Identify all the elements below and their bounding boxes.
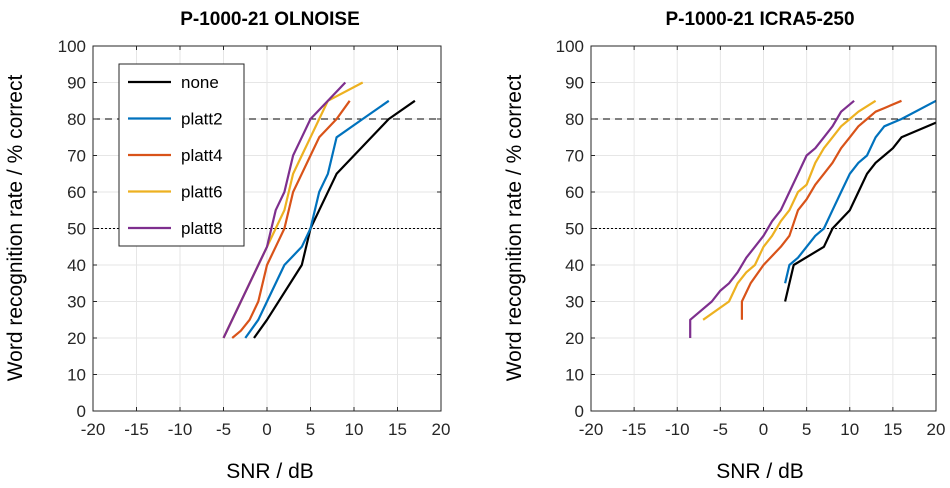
legend-label-platt4: platt4 — [181, 146, 223, 165]
legend-label-platt8: platt8 — [181, 219, 223, 238]
x-tick-label: -10 — [665, 420, 690, 439]
y-tick-label: 20 — [565, 329, 584, 348]
y-tick-label: 10 — [565, 366, 584, 385]
y-tick-label: 80 — [565, 110, 584, 129]
y-tick-label: 30 — [67, 293, 86, 312]
series-line-none — [784, 121, 937, 302]
y-tick-label: 30 — [565, 293, 584, 312]
x-tick-label: -5 — [216, 420, 231, 439]
y-tick-label: 40 — [67, 256, 86, 275]
series-line-platt8 — [222, 81, 347, 339]
y-axis-label: Word recognition rate / % correct — [4, 75, 27, 382]
x-tick-label: -10 — [168, 420, 193, 439]
x-tick-label: 15 — [388, 420, 407, 439]
plot-area: -20 -15 -10 -5 0 5 10 15 20 0 10 20 30 40 50 60 70 80 90 10… — [556, 37, 946, 439]
x-tick-label: 5 — [802, 420, 811, 439]
series-line-platt8 — [689, 99, 855, 338]
legend-label-platt6: platt6 — [181, 183, 223, 202]
chart-title: P-1000-21 OLNOISE — [180, 9, 360, 30]
y-tick-label: 60 — [565, 183, 584, 202]
x-axis-label: SNR / dB — [716, 460, 804, 483]
y-tick-label: 90 — [67, 74, 86, 93]
series-line-platt4 — [231, 100, 351, 339]
legend-label-none: none — [181, 73, 219, 92]
chart-panel-olnoise: P-1000-21 OLNOISE SNR / dB Word recognit… — [4, 9, 450, 483]
x-tick-label: -20 — [81, 420, 106, 439]
series-line-none — [253, 99, 416, 339]
x-tick-label: -15 — [622, 420, 647, 439]
x-tick-label: 15 — [883, 420, 902, 439]
y-tick-label: 50 — [565, 220, 584, 239]
x-tick-label: 10 — [345, 420, 364, 439]
y-tick-label: 80 — [67, 110, 86, 129]
chart-panel-icra5: P-1000-21 ICRA5-250 SNR / dB Word recogn… — [503, 9, 945, 483]
x-axis-label: SNR / dB — [226, 460, 314, 483]
x-tick-label: 20 — [432, 420, 451, 439]
y-tick-label: 90 — [565, 74, 584, 93]
plot-area: -20 -15 -10 -5 0 5 10 15 20 0 10 20 30 40 50 60 70 80 90 10… — [58, 37, 451, 439]
y-tick-label: 70 — [67, 147, 86, 166]
legend-label-platt2: platt2 — [181, 110, 223, 129]
x-tick-label: 5 — [306, 420, 315, 439]
y-tick-label: 50 — [67, 220, 86, 239]
series-line-platt2 — [244, 99, 390, 339]
y-tick-label: 100 — [556, 37, 584, 56]
x-tick-label: 0 — [759, 420, 768, 439]
x-tick-label: 0 — [262, 420, 271, 439]
y-tick-label: 10 — [67, 366, 86, 385]
y-tick-label: 40 — [565, 256, 584, 275]
series-line-platt4 — [740, 99, 902, 320]
chart-title: P-1000-21 ICRA5-250 — [665, 9, 854, 30]
y-tick-label: 0 — [575, 402, 584, 421]
y-tick-label: 70 — [565, 147, 584, 166]
x-tick-label: -20 — [579, 420, 604, 439]
x-tick-label: -15 — [124, 420, 149, 439]
series-line-platt2 — [784, 99, 937, 284]
x-tick-label: 10 — [840, 420, 859, 439]
y-axis-label: Word recognition rate / % correct — [503, 75, 526, 382]
y-tick-label: 0 — [77, 402, 86, 421]
y-tick-label: 100 — [58, 37, 86, 56]
series-line-platt6 — [702, 99, 877, 321]
x-tick-label: 20 — [927, 420, 946, 439]
x-tick-label: -5 — [713, 420, 728, 439]
y-tick-label: 60 — [67, 183, 86, 202]
y-tick-label: 20 — [67, 329, 86, 348]
